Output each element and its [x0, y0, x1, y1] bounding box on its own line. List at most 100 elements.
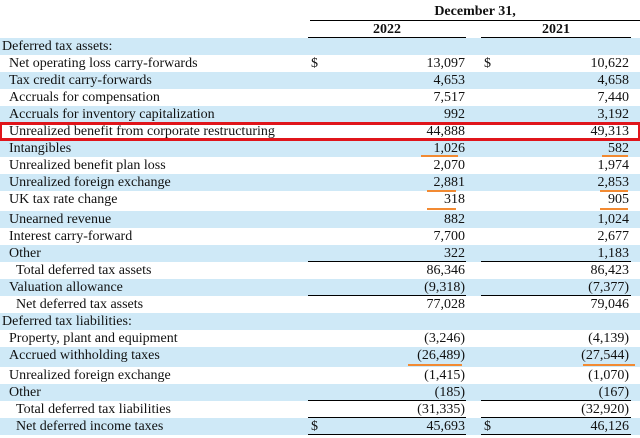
table-row: Net deferred income taxes $ 45,693 $ 46,… — [0, 418, 640, 435]
value-2021: 46,126 — [590, 419, 630, 434]
table-row: Property, plant and equipment (3,246) (4… — [0, 330, 640, 347]
rule-line — [481, 295, 631, 296]
table-row: Interest carry-forward 7,700 2,677 — [0, 228, 640, 245]
table-row: UK tax rate change 318 905 — [0, 190, 640, 211]
row-label: Unrealized foreign exchange — [9, 175, 171, 190]
value-2022: 2,070 — [433, 158, 466, 173]
value-2021: 2,677 — [597, 229, 630, 244]
row-label: Tax credit carry-forwards — [9, 73, 152, 88]
rule-line — [308, 434, 466, 435]
value-underline — [602, 155, 628, 157]
table-row: Unrealized benefit plan loss 2,070 1,974 — [0, 157, 640, 174]
value-2021: 3,192 — [597, 107, 630, 122]
rule-line — [481, 417, 631, 418]
value-underline — [421, 155, 458, 157]
value-2021: 49,313 — [590, 124, 630, 139]
value-2022: 7,517 — [433, 90, 466, 105]
row-label: Accrued withholding taxes — [9, 348, 160, 363]
rule-line — [308, 295, 466, 296]
value-2021: (167) — [598, 385, 629, 400]
value-2021: 4,658 — [597, 73, 630, 88]
value-2022: 2,881 — [433, 175, 466, 190]
row-label: Total deferred tax liabilities — [16, 402, 171, 417]
row-label: Other — [9, 246, 41, 261]
row-label: Property, plant and equipment — [9, 331, 178, 346]
value-underline — [427, 208, 456, 210]
value-underline — [600, 190, 628, 192]
value-2022: (3,246) — [424, 331, 465, 346]
row-label: Unrealized foreign exchange — [9, 368, 171, 383]
table-row: Deferred tax liabilities: — [0, 313, 640, 330]
table-row: Other (185) (167) — [0, 384, 640, 401]
deferred-tax-table: Deferred tax assets: Net operating loss … — [0, 38, 640, 435]
value-2022: 44,888 — [426, 124, 466, 139]
value-2022: 77,028 — [426, 297, 466, 312]
row-label: Net operating loss carry-forwards — [9, 56, 198, 71]
row-label: Unearned revenue — [9, 212, 112, 227]
table-row: Accruals for compensation 7,517 7,440 — [0, 89, 640, 106]
table-row: Intangibles 1,026 582 — [0, 140, 640, 157]
table-row: Total deferred tax assets 86,346 86,423 — [0, 262, 640, 279]
value-2021: 86,423 — [590, 263, 630, 278]
row-label: Other — [9, 385, 41, 400]
row-label: Unrealized benefit from corporate restru… — [9, 124, 275, 139]
row-label: Deferred tax liabilities: — [2, 314, 132, 329]
rule-line — [308, 261, 466, 262]
value-2021: 1,183 — [597, 246, 630, 261]
period-rule — [310, 20, 640, 21]
currency-symbol: $ — [484, 419, 491, 434]
table-row: Tax credit carry-forwards 4,653 4,658 — [0, 72, 640, 89]
value-2021: (1,070) — [588, 368, 629, 383]
row-label: Net deferred tax assets — [16, 297, 144, 312]
highlighted-row: Unrealized benefit from corporate restru… — [0, 122, 640, 141]
value-2022: (26,489) — [417, 348, 465, 363]
row-label: Valuation allowance — [9, 280, 123, 295]
value-2021: (32,920) — [581, 402, 629, 417]
value-underline — [583, 364, 635, 366]
currency-symbol: $ — [311, 56, 318, 71]
row-label: Interest carry-forward — [9, 229, 133, 244]
value-2022: 86,346 — [426, 263, 466, 278]
table-row: Valuation allowance (9,318) (7,377) — [0, 279, 640, 296]
table-row: Total deferred tax liabilities (31,335) … — [0, 401, 640, 418]
table-row: Other 322 1,183 — [0, 245, 640, 262]
value-2021: 1,024 — [597, 212, 630, 227]
value-2022: 318 — [444, 192, 465, 207]
row-label: UK tax rate change — [9, 192, 118, 207]
currency-symbol: $ — [311, 419, 318, 434]
value-underline — [408, 364, 462, 366]
rule-line — [308, 400, 466, 401]
value-2021: (27,544) — [581, 348, 629, 363]
row-label: Accruals for compensation — [9, 90, 160, 105]
value-2022: (185) — [434, 385, 465, 400]
value-2022: 992 — [444, 107, 465, 122]
value-2022: (9,318) — [424, 280, 465, 295]
row-label: Deferred tax assets: — [2, 39, 113, 54]
value-2022: 322 — [444, 246, 465, 261]
table-row: Accrued withholding taxes (26,489) (27,5… — [0, 347, 640, 367]
value-2022: 882 — [444, 212, 465, 227]
year-2021-rule — [481, 37, 631, 38]
table-row: Accruals for inventory capitalization 99… — [0, 106, 640, 123]
table-row: Net operating loss carry-forwards $ 13,0… — [0, 55, 640, 72]
value-2022: 45,693 — [426, 419, 466, 434]
value-2021: 905 — [608, 192, 629, 207]
value-2022: 7,700 — [433, 229, 466, 244]
row-label: Accruals for inventory capitalization — [9, 107, 215, 122]
table-row: Unrealized foreign exchange (1,415) (1,0… — [0, 367, 640, 384]
row-label: Unrealized benefit plan loss — [9, 158, 166, 173]
value-2022: 13,097 — [426, 56, 466, 71]
value-2021: 582 — [608, 141, 629, 156]
table-row: Unrealized foreign exchange 2,881 2,853 — [0, 174, 640, 191]
value-underline — [427, 190, 456, 192]
currency-symbol: $ — [484, 56, 491, 71]
value-2021: 7,440 — [597, 90, 630, 105]
period-header: December 31, — [434, 4, 516, 19]
value-underline — [600, 208, 628, 210]
value-2021: (7,377) — [588, 280, 629, 295]
table-row: Deferred tax assets: — [0, 38, 640, 55]
value-2021: 10,622 — [590, 56, 630, 71]
row-label: Total deferred tax assets — [16, 263, 152, 278]
year-2022-rule — [308, 37, 466, 38]
row-label: Intangibles — [9, 141, 72, 156]
